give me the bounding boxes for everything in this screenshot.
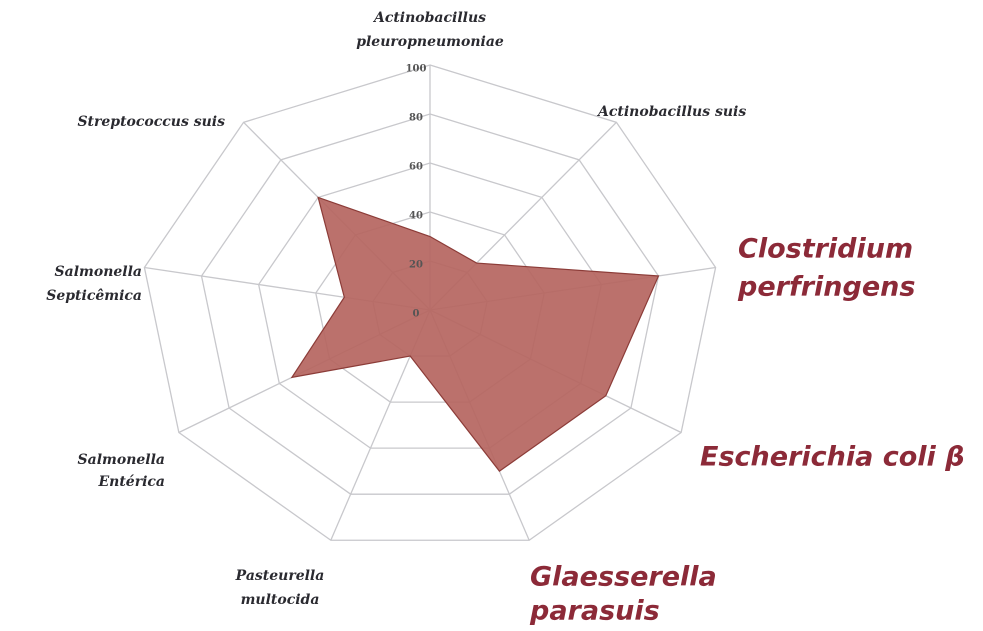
axis-label: Salmonella xyxy=(78,452,165,468)
grid-ring xyxy=(257,162,603,449)
axis-label: pleuropneumoniae xyxy=(356,34,504,50)
axis-label: Pasteurella xyxy=(235,568,325,584)
axis-label: Actinobacillus xyxy=(372,10,486,26)
tick-label: 20 xyxy=(409,260,423,271)
axis-label: parasuis xyxy=(529,596,660,627)
axis-label: Clostridium xyxy=(738,234,913,265)
axis-label: Salmonella xyxy=(55,264,142,280)
grid-ring xyxy=(143,64,717,541)
axis-label: Glaesserella xyxy=(530,562,717,593)
data-area xyxy=(290,196,660,472)
tick-label: 60 xyxy=(409,162,423,173)
axis-label: multocida xyxy=(241,592,320,608)
axis-label: Escherichia coli β xyxy=(700,442,965,473)
grid-ring xyxy=(200,113,660,495)
axis-label: Septicêmica xyxy=(46,288,142,304)
tick-label: 100 xyxy=(406,64,427,75)
axis-label: Entérica xyxy=(97,474,165,490)
axis-label: Streptococcus suis xyxy=(77,114,225,130)
tick-label: 40 xyxy=(409,211,423,222)
tick-label: 0 xyxy=(413,309,420,320)
axis-label: perfringens xyxy=(737,272,915,303)
axis-label: Actinobacillus suis xyxy=(596,104,746,120)
tick-label: 80 xyxy=(409,113,423,124)
